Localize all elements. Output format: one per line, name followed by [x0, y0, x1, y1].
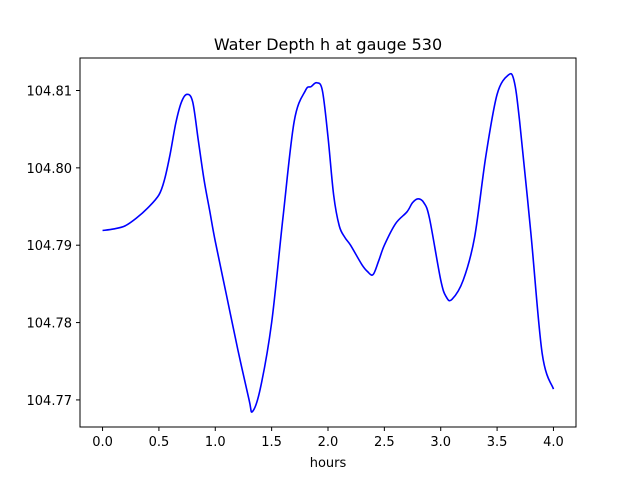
x-tick-label: 4.0: [543, 435, 564, 450]
x-tick-label: 3.5: [487, 435, 508, 450]
y-tick-label: 104.79: [27, 239, 73, 254]
x-tick-label: 3.0: [430, 435, 451, 450]
x-tick-label: 2.0: [318, 435, 339, 450]
x-axis-label: hours: [310, 456, 347, 471]
x-axis: 0.0 0.5 1.0 1.5 2.0 2.5 3.0 3.5 4.0: [92, 427, 564, 450]
y-tick-label: 104.78: [27, 317, 73, 332]
y-tick-label: 104.77: [27, 394, 73, 409]
y-tick-label: 104.80: [27, 162, 73, 177]
y-tick-label: 104.81: [27, 84, 73, 99]
y-axis: 104.77 104.78 104.79 104.80 104.81: [27, 84, 80, 409]
x-tick-label: 2.5: [374, 435, 395, 450]
x-tick-label: 0.0: [92, 435, 113, 450]
chart-title: Water Depth h at gauge 530: [214, 35, 442, 54]
series-line: [102, 72, 555, 413]
x-tick-label: 1.5: [261, 435, 282, 450]
x-tick-label: 0.5: [149, 435, 170, 450]
x-tick-label: 1.0: [205, 435, 226, 450]
